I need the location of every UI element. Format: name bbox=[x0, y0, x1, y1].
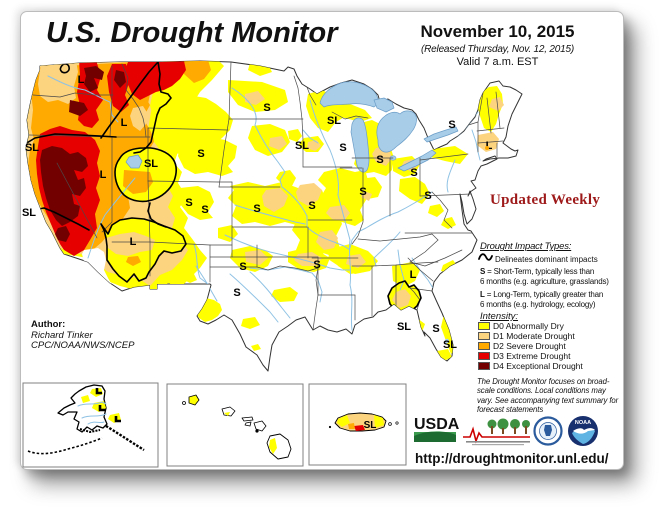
svg-text:SL: SL bbox=[397, 321, 411, 333]
svg-text:S: S bbox=[233, 287, 240, 299]
svg-text:S: S bbox=[201, 204, 208, 216]
svg-text:S: S bbox=[359, 186, 366, 198]
svg-text:L: L bbox=[100, 169, 107, 181]
svg-text:S: S bbox=[448, 119, 455, 131]
svg-text:L: L bbox=[130, 236, 137, 248]
svg-text:NOAA: NOAA bbox=[575, 420, 591, 426]
svg-text:S: S bbox=[424, 190, 431, 202]
svg-text:SL: SL bbox=[443, 339, 457, 351]
svg-text:L: L bbox=[78, 74, 85, 86]
svg-text:S: S bbox=[410, 167, 417, 179]
svg-text:SL: SL bbox=[295, 140, 309, 152]
svg-text:L: L bbox=[121, 117, 128, 129]
svg-text:S: S bbox=[197, 148, 204, 160]
svg-text:SL: SL bbox=[144, 158, 158, 170]
svg-text:S: S bbox=[239, 261, 246, 273]
svg-text:SL: SL bbox=[22, 207, 36, 219]
svg-text:SL: SL bbox=[25, 142, 39, 154]
svg-text:S: S bbox=[313, 259, 320, 271]
svg-text:S: S bbox=[339, 142, 346, 154]
svg-text:S: S bbox=[308, 200, 315, 212]
svg-text:S: S bbox=[432, 323, 439, 335]
svg-text:L: L bbox=[486, 140, 493, 152]
svg-text:S: S bbox=[185, 197, 192, 209]
svg-text:USDA: USDA bbox=[414, 416, 460, 433]
svg-text:S: S bbox=[253, 203, 260, 215]
svg-text:SL: SL bbox=[327, 115, 341, 127]
svg-text:SL: SL bbox=[364, 420, 377, 431]
svg-text:S: S bbox=[376, 154, 383, 166]
svg-text:S: S bbox=[263, 102, 270, 114]
svg-text:L: L bbox=[410, 269, 417, 281]
